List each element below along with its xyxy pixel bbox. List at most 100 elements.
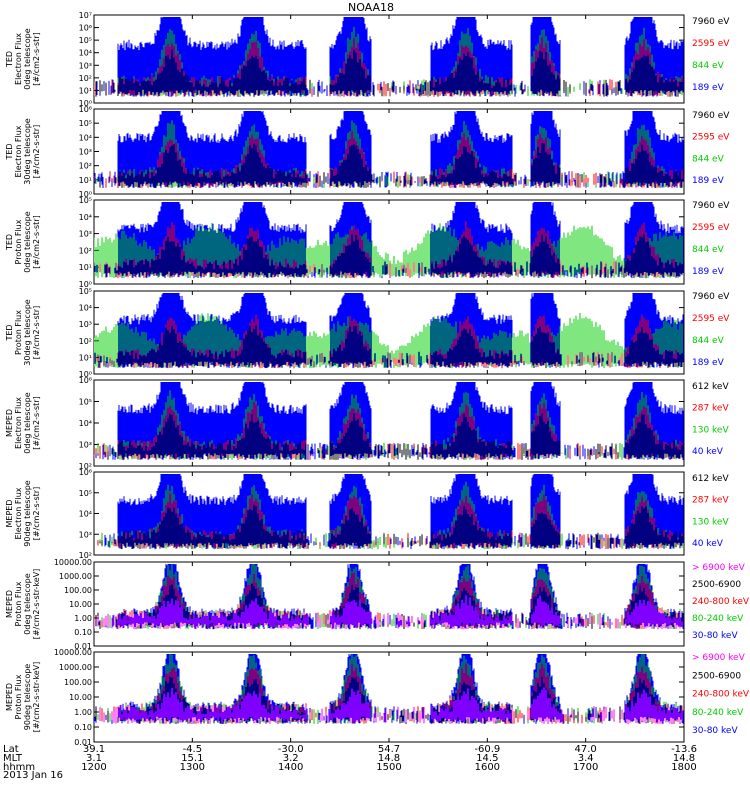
y-tick-label: 10⁵ [79,398,92,407]
legend-entry: 7960 eV [692,292,730,302]
data-series-1 [98,564,684,630]
y-tick-label: 10⁶ [79,24,92,33]
data-series-4 [94,504,683,550]
legend-entry: 189 eV [692,358,725,368]
legend-entry: 40 keV [692,447,724,457]
y-tick-label: 10.00 [69,600,92,609]
axis-row-value: -60.9 [474,744,500,755]
data-series-4 [99,143,683,188]
y-tick-label: 10³ [79,148,92,157]
axis-row-value: 54.7 [378,744,400,755]
y-tick-label: 10³ [79,320,92,329]
axis-row-value: 3.4 [578,753,594,764]
y-tick-label: 10⁵ [79,489,92,498]
y-tick-label: 10⁴ [79,304,92,313]
legend-entry: 287 keV [692,496,729,506]
y-tick-label: 10⁵ [79,196,92,205]
panel-data-marks [94,382,684,460]
panel-data-marks [94,202,684,279]
y-tick-label: 10¹ [79,263,92,272]
panel-1: 10⁰ 10¹ 10² 10³ 10⁴ 10⁵ 10⁶ 10⁷ TEDElectron Flux… [5,11,730,108]
y-tick-label: 10⁵ [79,287,92,296]
y-tick-label: 0.10 [74,723,92,732]
y-tick-label: 10³ [79,61,92,70]
y-axis-label: MEPEDElectron Flux0deg telescope[#/cm2-s… [5,392,41,453]
legend-entry: 2595 eV [692,223,730,233]
y-tick-label: 10⁶ [79,376,92,385]
y-tick-label: 10⁰ [79,280,92,289]
figure-title: NOAA18 [348,1,394,14]
axis-row-value: 14.8 [673,753,695,764]
axis-row-value: 1600 [475,762,500,773]
y-tick-label: 1000.00 [59,663,92,672]
axis-row-value: 15.1 [181,753,203,764]
y-tick-label: 0.01 [74,642,92,651]
panel-data-marks [94,474,684,550]
data-series-1 [94,111,684,188]
legend-entry: 2500-6900 [692,671,741,681]
y-tick-label: 10¹ [79,86,92,95]
panel-5: 10² 10³ 10⁴ 10⁵ 10⁶ MEPEDElectron Flux0deg te… [5,376,729,471]
legend-entry: 130 keV [692,425,729,435]
legend-entry: 2595 eV [692,133,730,143]
legend-entry: 80-240 keV [692,708,744,718]
panel-data-marks [94,111,684,188]
legend-entry: > 6900 keV [692,653,746,663]
axis-row-value: 3.2 [283,753,299,764]
y-tick-label: 10⁴ [79,49,92,58]
panel-7: 0.01 0.10 1.00 10.00 100.00 1000.00 10000.00 ME… [5,558,750,651]
y-tick-label: 10² [79,462,92,471]
axis-row-value: 1500 [376,762,401,773]
y-tick-label: 10⁴ [79,133,92,142]
data-series-1 [96,17,684,97]
y-tick-label: 10³ [79,230,92,239]
y-axis-label: TEDProton Flux0deg telescope[#/cm2-s-str… [5,211,41,272]
axis-row-value: 1400 [278,762,303,773]
y-tick-label: 0.01 [74,738,92,747]
legend-entry: 189 eV [692,267,725,277]
legend-entry: 7960 eV [692,17,730,27]
y-tick-label: 1000.00 [59,572,92,581]
legend-entry: 240-800 keV [692,597,750,607]
legend-entry: 240-800 keV [692,690,750,700]
axis-row-value: 1200 [81,762,106,773]
axis-row-label: hhmm [3,762,35,773]
y-tick-label: 100.00 [64,586,92,595]
legend-entry: 844 eV [692,245,725,255]
legend-entry: 7960 eV [692,111,730,121]
axis-row-value: 1700 [573,762,598,773]
y-tick-label: 10⁰ [79,99,92,108]
y-axis-label: TEDElectron Flux30deg telescope[#/cm2-s-… [5,118,41,185]
y-tick-label: 1.00 [74,708,92,717]
y-tick-label: 10¹ [79,176,92,185]
y-tick-label: 10⁶ [79,468,92,477]
axis-row-value: 14.5 [476,753,498,764]
y-tick-label: 10¹ [79,353,92,362]
axis-row-value: 1300 [180,762,205,773]
axis-row-value: 3.1 [86,753,102,764]
y-tick-label: 10² [79,551,92,560]
legend-entry: 7960 eV [692,201,730,211]
panel-2: 10⁰ 10¹ 10² 10³ 10⁴ 10⁵ 10⁶ TEDElectron Flux30d… [5,105,730,199]
data-series-4 [97,325,683,369]
legend-entry: 287 keV [692,404,729,414]
y-tick-label: 10² [79,162,92,171]
axis-row-label: Lat [3,744,19,755]
y-tick-label: 100.00 [64,678,92,687]
legend-entry: 2595 eV [692,314,730,324]
y-tick-label: 10000.00 [54,648,92,657]
axis-row-value: -13.6 [671,744,697,755]
y-tick-label: 10⁷ [79,11,92,20]
y-axis-label: MEPEDElectron Flux90deg telescope[#/cm2-… [5,480,41,547]
y-tick-label: 10.00 [69,693,92,702]
legend-entry: 844 eV [692,61,725,71]
legend-entry: 80-240 keV [692,614,744,624]
panel-8: 0.01 0.10 1.00 10.00 100.00 1000.00 10000.00 ME… [5,648,750,747]
y-tick-label: 10³ [79,441,92,450]
legend-entry: 844 eV [692,154,725,164]
legend-entry: 612 keV [692,474,729,484]
axis-row-value: 39.1 [83,744,105,755]
legend-entry: 189 eV [692,176,725,186]
legend-entry: 612 keV [692,382,729,392]
